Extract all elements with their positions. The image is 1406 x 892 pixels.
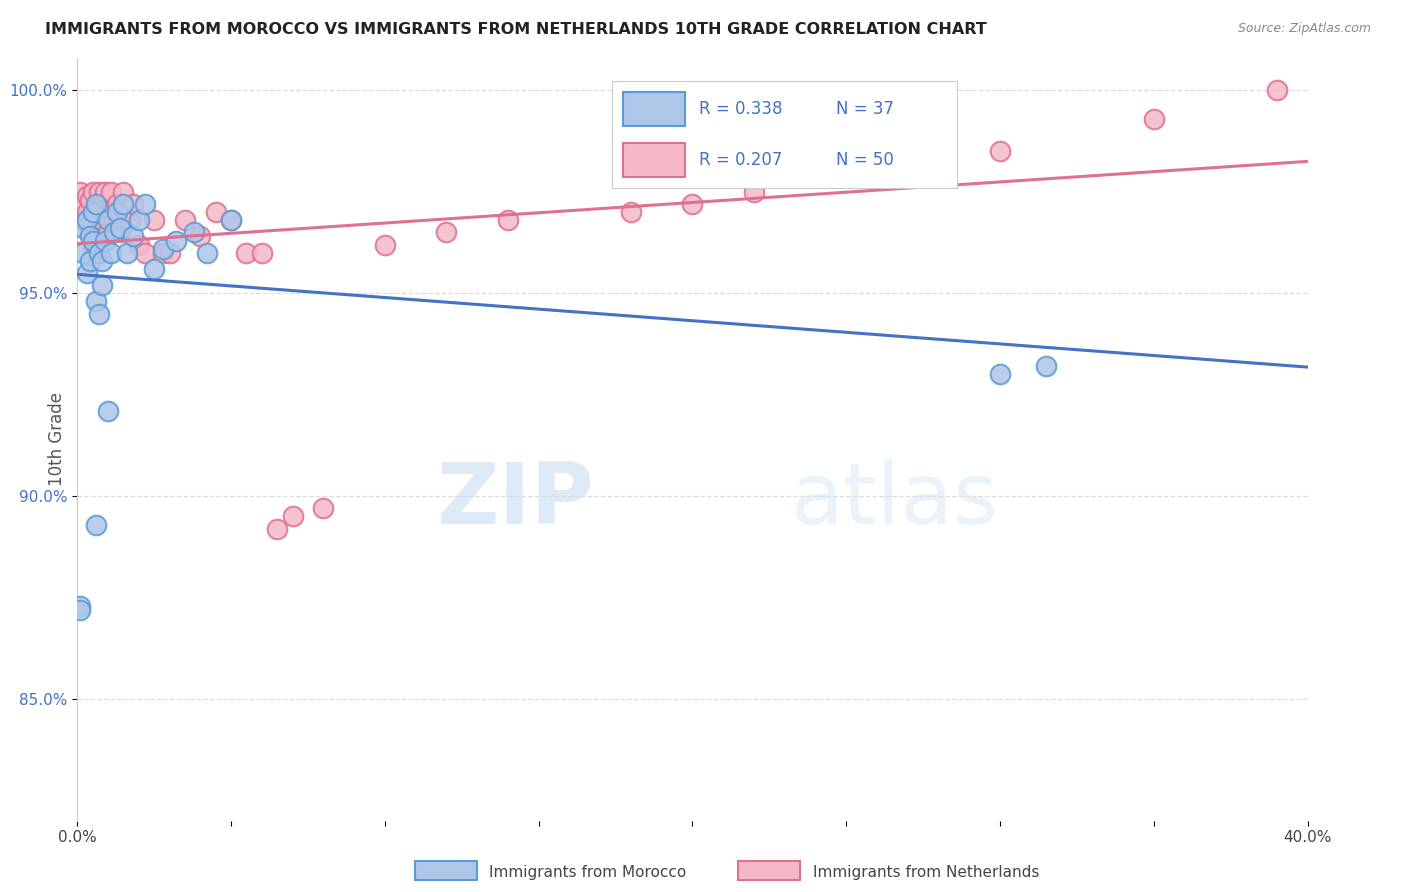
Point [1265, 83, 1288, 97]
Point [159, 245, 181, 260]
Point [90, 213, 114, 227]
Point [97, 213, 120, 227]
Point [682, 197, 704, 211]
Point [82, 237, 104, 252]
Point [94, 185, 117, 199]
Point [1143, 112, 1166, 126]
Point [988, 145, 1011, 159]
Point [82, 234, 104, 248]
Point [100, 245, 122, 260]
Point [79, 229, 101, 244]
Point [87, 245, 110, 260]
Point [90, 197, 114, 211]
Point [94, 234, 117, 248]
Point [204, 205, 226, 219]
Point [97, 404, 120, 418]
Point [69, 185, 91, 199]
Point [152, 242, 174, 256]
Point [250, 245, 273, 260]
Point [84, 517, 107, 532]
Point [312, 501, 335, 516]
Text: Immigrants from Morocco: Immigrants from Morocco [489, 865, 686, 880]
Point [374, 237, 396, 252]
Point [121, 197, 143, 211]
Point [134, 245, 156, 260]
Point [105, 205, 128, 219]
Point [105, 197, 128, 211]
Point [128, 213, 150, 227]
Point [183, 226, 205, 240]
Point [100, 185, 122, 199]
Point [1035, 359, 1057, 374]
Point [110, 226, 132, 240]
Point [76, 189, 98, 203]
Point [87, 307, 110, 321]
Point [165, 234, 187, 248]
Point [84, 197, 107, 211]
Point [742, 185, 765, 199]
Text: atlas: atlas [792, 458, 998, 541]
Point [72, 245, 94, 260]
Point [79, 221, 101, 235]
Point [115, 205, 138, 219]
Point [281, 509, 304, 524]
Point [72, 221, 94, 235]
Point [69, 599, 91, 613]
Point [115, 245, 138, 260]
Point [84, 213, 107, 227]
Y-axis label: 10th Grade: 10th Grade [48, 392, 66, 486]
Point [76, 266, 98, 280]
Point [219, 213, 242, 227]
Point [84, 294, 107, 309]
Point [79, 193, 101, 207]
Point [112, 185, 135, 199]
Text: IMMIGRANTS FROM MOROCCO VS IMMIGRANTS FROM NETHERLANDS 10TH GRADE CORRELATION CH: IMMIGRANTS FROM MOROCCO VS IMMIGRANTS FR… [45, 22, 987, 37]
Point [266, 522, 288, 536]
Point [235, 245, 257, 260]
Point [118, 213, 141, 227]
Point [84, 237, 107, 252]
Point [219, 213, 242, 227]
Point [97, 205, 120, 219]
Point [90, 278, 114, 293]
Point [195, 245, 218, 260]
Point [76, 213, 98, 227]
Point [103, 226, 125, 240]
Point [69, 603, 91, 617]
Text: Source: ZipAtlas.com: Source: ZipAtlas.com [1237, 22, 1371, 36]
Point [112, 197, 135, 211]
Point [496, 213, 519, 227]
Point [134, 197, 156, 211]
Point [188, 229, 212, 244]
Point [121, 229, 143, 244]
Point [79, 253, 101, 268]
Point [128, 237, 150, 252]
Text: ZIP: ZIP [436, 458, 595, 541]
Point [82, 205, 104, 219]
Point [143, 261, 166, 276]
Point [988, 368, 1011, 382]
Point [174, 213, 197, 227]
Point [72, 213, 94, 227]
Text: Immigrants from Netherlands: Immigrants from Netherlands [813, 865, 1039, 880]
Point [72, 197, 94, 211]
Point [143, 213, 166, 227]
Point [103, 213, 125, 227]
Point [87, 185, 110, 199]
Point [90, 253, 114, 268]
Point [97, 226, 120, 240]
Point [620, 205, 643, 219]
Point [436, 226, 458, 240]
Point [152, 245, 174, 260]
Point [82, 185, 104, 199]
Point [76, 205, 98, 219]
Point [835, 164, 858, 178]
Point [87, 245, 110, 260]
Point [110, 221, 132, 235]
